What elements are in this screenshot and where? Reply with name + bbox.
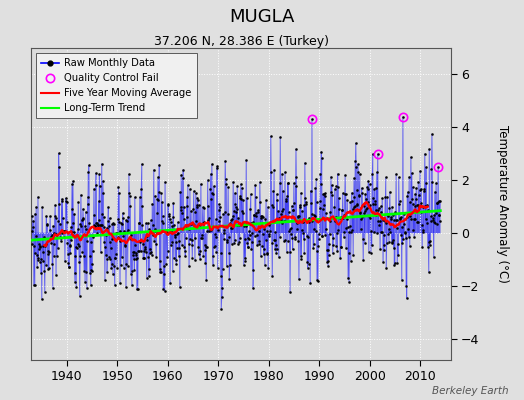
Legend: Raw Monthly Data, Quality Control Fail, Five Year Moving Average, Long-Term Tren: Raw Monthly Data, Quality Control Fail, … — [37, 53, 197, 118]
Text: Berkeley Earth: Berkeley Earth — [432, 386, 508, 396]
Y-axis label: Temperature Anomaly (°C): Temperature Anomaly (°C) — [496, 125, 509, 283]
Title: 37.206 N, 28.386 E (Turkey): 37.206 N, 28.386 E (Turkey) — [154, 35, 329, 48]
Text: MUGLA: MUGLA — [230, 8, 294, 26]
